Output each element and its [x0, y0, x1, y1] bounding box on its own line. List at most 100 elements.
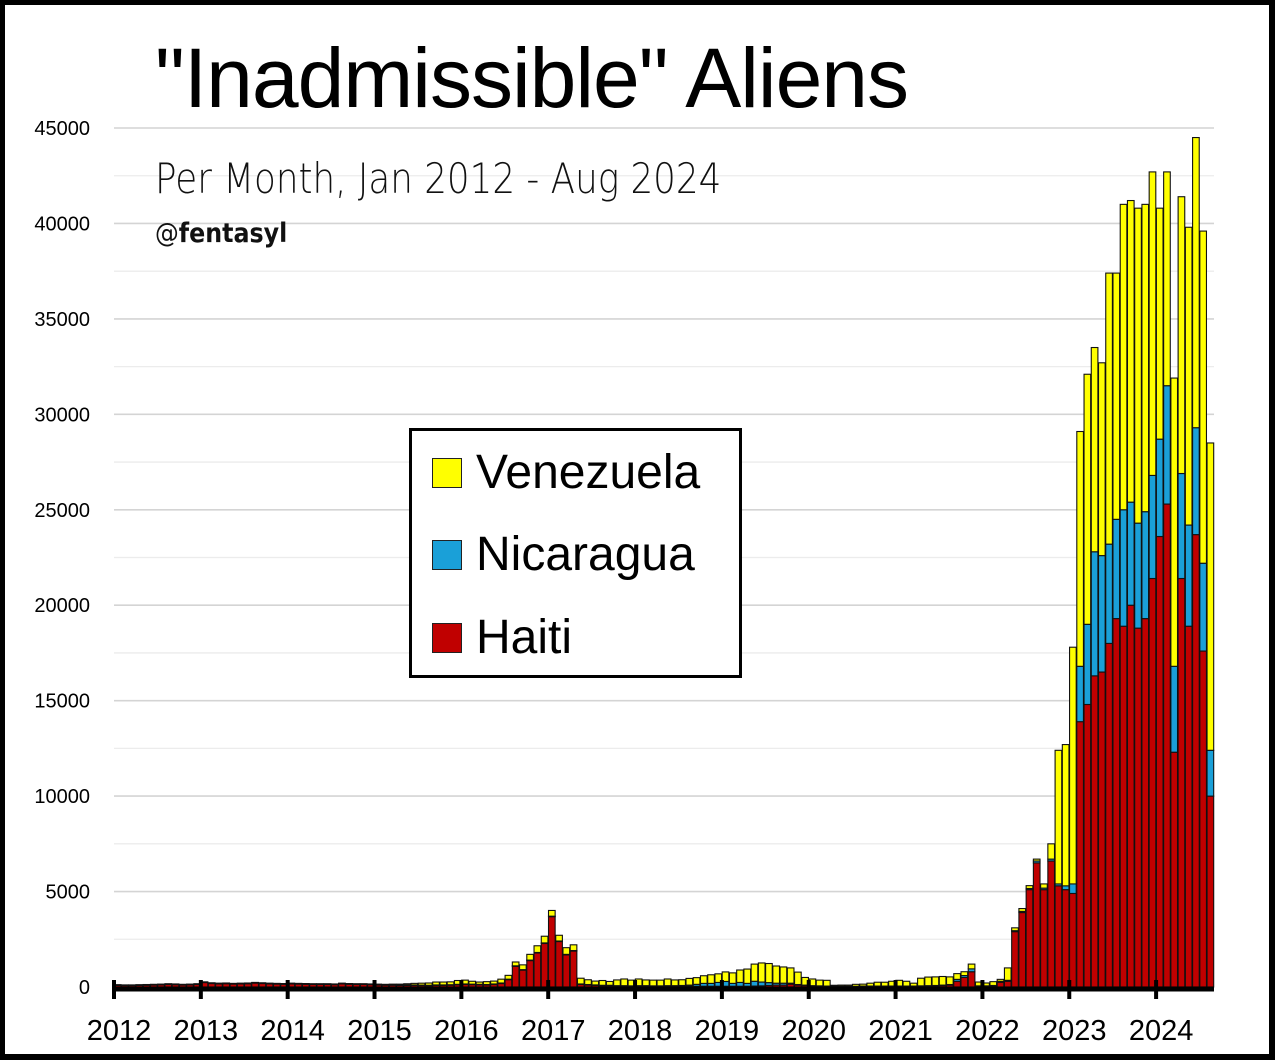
bar-segment-venezuela [1076, 430, 1084, 667]
bar-segment-nicaragua [1184, 524, 1193, 627]
bar-segment-venezuela [1032, 858, 1041, 862]
y-tick-label: 40000 [34, 213, 90, 235]
bar-segment-venezuela [359, 983, 368, 985]
bar-segment-venezuela [779, 966, 788, 984]
bar-segment-venezuela [236, 982, 245, 985]
bar-segment-venezuela [171, 983, 180, 986]
bar-segment-haiti [1083, 703, 1092, 988]
bar-segment-venezuela [1141, 203, 1150, 513]
bar-segment-venezuela [490, 980, 498, 985]
bar-segment-venezuela [938, 975, 947, 986]
bar-segment-venezuela [960, 971, 969, 977]
bar-segment-venezuela [794, 971, 802, 986]
bar-segment-venezuela [511, 961, 520, 967]
bar-segment-venezuela [265, 982, 274, 985]
bar-segment-venezuela [446, 981, 455, 986]
bar-segment-venezuela [736, 969, 744, 983]
bar-segment-venezuela [902, 980, 911, 987]
x-tick-label: 2015 [347, 1015, 412, 1047]
bar-segment-venezuela [229, 982, 238, 985]
bar-segment-haiti [996, 981, 1005, 988]
bar-segment-haiti [1134, 627, 1142, 988]
bar-segment-venezuela [258, 982, 267, 984]
bar-segment-haiti [1003, 980, 1012, 988]
y-axis-labels: 0 5000 10000 15000 20000 25000 30000 35000 40000… [34, 118, 90, 999]
bar-segment-venezuela [1206, 442, 1215, 751]
bar-segment-venezuela [1018, 907, 1027, 912]
bar-segment-nicaragua [1119, 509, 1128, 627]
bar-segment-haiti [547, 915, 556, 988]
bar-segment-venezuela [1083, 373, 1092, 625]
x-tick-label: 2022 [955, 1015, 1020, 1047]
x-tick-label: 2023 [1042, 1015, 1107, 1047]
bar-segment-venezuela [917, 977, 925, 987]
bar-segment-venezuela [670, 979, 679, 987]
bar-segment-nicaragua [1097, 555, 1106, 673]
bar-segment-venezuela [1054, 749, 1063, 885]
bar-segment-venezuela [330, 983, 339, 986]
bar-segment-nicaragua [1090, 551, 1099, 677]
bar-segment-venezuela [822, 979, 831, 987]
bars [113, 136, 1215, 988]
bar-segment-venezuela [497, 978, 506, 984]
bar-segment-haiti [960, 976, 969, 988]
x-tick-label: 2016 [434, 1015, 499, 1047]
bar-segment-venezuela [1134, 207, 1142, 524]
bar-segment-venezuela [547, 909, 556, 917]
bar-segment-venezuela [945, 976, 954, 986]
chart-title: "Inadmissible" Aliens [155, 31, 909, 125]
bar-segment-venezuela [1184, 226, 1193, 526]
bar-segment-venezuela [244, 982, 252, 985]
bar-segment-haiti [1061, 889, 1070, 988]
bar-segment-haiti [1199, 650, 1208, 988]
bar-segment-haiti [1011, 931, 1019, 988]
bar-segment-venezuela [837, 984, 846, 987]
bar-segment-venezuela [924, 976, 933, 987]
bar-segment-venezuela [765, 962, 773, 984]
bar-segment-venezuela [352, 983, 361, 985]
bar-segment-venezuela [685, 977, 694, 986]
bar-segment-venezuela [395, 983, 404, 986]
bar-segment-venezuela [1097, 362, 1106, 557]
bar-segment-haiti [1170, 751, 1179, 988]
x-tick-label: 2012 [87, 1015, 152, 1047]
handle-name: fentasyl [178, 218, 288, 249]
bar-segment-venezuela [1047, 843, 1056, 860]
x-tick-label: 2018 [608, 1015, 673, 1047]
bar-segment-venezuela [207, 982, 216, 984]
bar-segment-venezuela [272, 982, 281, 985]
bar-segment-venezuela [381, 983, 390, 986]
bar-segment-venezuela [403, 983, 411, 986]
bar-segment-haiti [1155, 535, 1164, 988]
legend-item-venezuela: Venezuela [432, 449, 700, 497]
bar-segment-venezuela [1148, 171, 1157, 476]
bar-segment-haiti [1018, 912, 1027, 988]
bar-segment-venezuela [757, 962, 766, 983]
bar-segment-venezuela [1069, 646, 1077, 885]
x-tick-label: 2024 [1129, 1015, 1194, 1047]
bar-segment-venezuela [772, 965, 781, 984]
bar-segment-venezuela [642, 979, 650, 987]
bar-segment-venezuela [149, 983, 158, 986]
bar-segment-venezuela [540, 935, 549, 944]
bar-segment-venezuela [1090, 346, 1099, 553]
bar-segment-venezuela [692, 977, 701, 985]
bar-segment-venezuela [294, 982, 303, 985]
bar-segment-venezuela [576, 977, 585, 985]
bar-segment-haiti [1126, 604, 1135, 988]
bar-segment-venezuela [873, 981, 882, 987]
bar-segment-haiti [1097, 671, 1106, 988]
bar-segment-nicaragua [757, 981, 766, 987]
bar-segment-haiti [1148, 577, 1157, 988]
bar-segment-haiti [1177, 577, 1186, 988]
x-tick-label: 2019 [695, 1015, 760, 1047]
bar-segment-haiti [1184, 625, 1193, 988]
bar-segment-venezuela [482, 981, 491, 986]
bar-segment-venezuela [591, 980, 600, 986]
bar-segment-venezuela [714, 973, 723, 983]
bar-segment-haiti [1047, 860, 1056, 988]
bar-segment-venezuela [598, 979, 607, 986]
bar-segment-venezuela [1105, 272, 1113, 545]
bar-segment-venezuela [721, 971, 730, 983]
bar-segment-nicaragua [1163, 385, 1171, 505]
